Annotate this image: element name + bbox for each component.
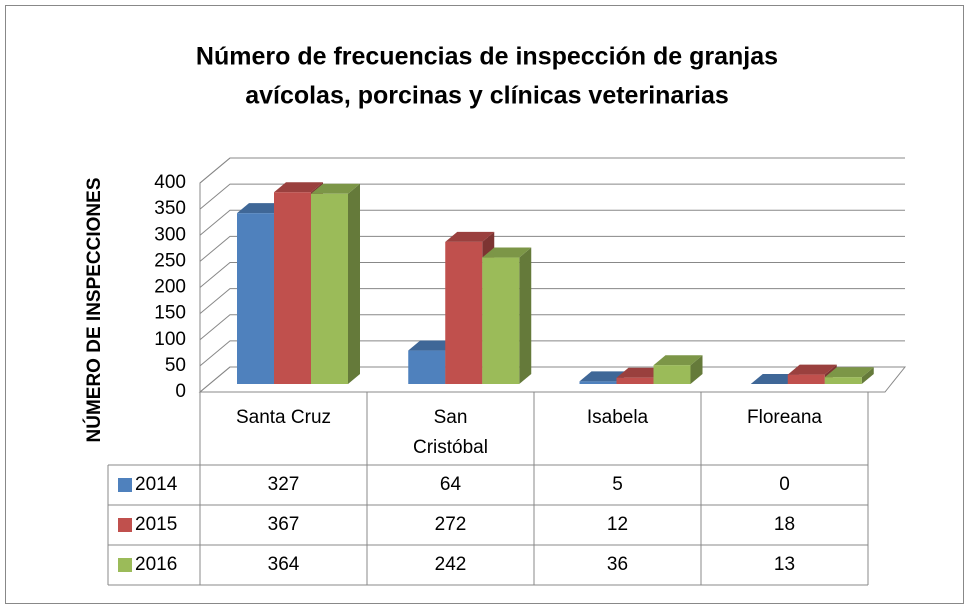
x-tick-label: Isabela [587,407,649,428]
bar-top [274,182,323,193]
bar-top [237,203,286,214]
grid-line [199,314,905,341]
bar-top [482,247,532,258]
table-value: 13 [774,554,795,575]
y-tick-label: 200 [154,277,186,298]
bar [482,257,520,384]
bar-top [787,364,837,375]
table-value: 272 [435,514,467,535]
chart-title-line2: avícolas, porcinas y clínicas veterinari… [245,82,729,110]
bar-top [311,183,360,194]
chart-title: Número de frecuencias de inspección de g… [196,43,778,71]
y-tick-label: 300 [154,224,186,245]
grid-line [199,262,905,288]
table-value: 327 [268,474,300,495]
y-tick-label: 150 [154,303,186,324]
x-tick-label: Floreana [747,407,822,428]
bar-side [348,183,360,384]
grid-line [199,209,905,236]
grid-line [199,235,905,262]
bar-side [519,247,532,384]
y-axis-title: NÚMERO DE INSPECCIONES [83,178,105,443]
legend-label: 2014 [135,474,178,495]
bar [579,381,617,384]
bar [787,374,825,384]
bar-top [579,371,629,382]
table-value: 36 [607,554,628,575]
bar-side [861,367,874,384]
table-value: 18 [774,514,795,535]
legend-label: 2016 [135,554,177,575]
table-value: 5 [612,474,623,495]
table-value: 64 [440,474,462,495]
bar-top [616,367,666,378]
x-tick-label: San Cristóbal [413,407,488,458]
table-value: 367 [268,514,300,535]
table-value: 12 [607,514,628,535]
y-tick-label: 250 [154,250,186,271]
legend-swatch [118,558,132,572]
table-value: 242 [435,554,467,575]
x-tick-label: Santa Cruz [236,407,331,428]
bar-top [824,367,874,378]
bar-top [445,231,495,242]
bar [824,377,862,384]
y-tick-label: 100 [154,329,186,350]
bar-top [653,355,703,366]
table-value: 364 [268,554,300,575]
grid-line [199,183,905,210]
legend-swatch [118,478,132,492]
bar [311,193,348,384]
legend-swatch [118,518,132,532]
bar-side [690,355,703,384]
bar [445,241,483,384]
bar-top [408,340,458,351]
y-tick-label: 0 [175,381,186,402]
bar-top [750,374,800,384]
bar [653,365,691,384]
y-tick-label: 350 [154,198,186,219]
grid-line [199,340,905,367]
y-tick-label: 50 [165,355,186,376]
legend-label: 2015 [135,514,177,535]
bar [274,192,311,384]
y-tick-label: 400 [154,172,186,193]
grid-line [199,288,905,315]
grid-line [199,157,905,184]
table-value: 0 [779,474,790,495]
bar [408,350,446,384]
bar [237,213,274,384]
bar [616,377,654,384]
